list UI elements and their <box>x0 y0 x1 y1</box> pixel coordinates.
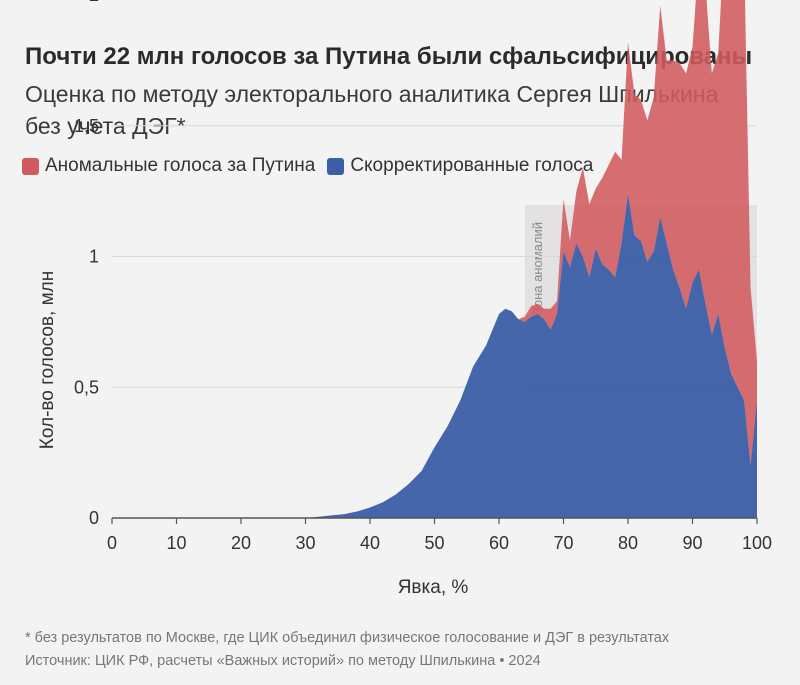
chart-subtitle: Оценка по методу электорального аналитик… <box>25 81 719 139</box>
y-axis-title: Кол-во голосов, млн <box>37 271 58 449</box>
x-tick-label-9: 90 <box>682 533 702 553</box>
legend-swatch-corrected <box>327 157 345 175</box>
x-tick-label-0: 0 <box>107 533 117 553</box>
x-tick-label-6: 60 <box>489 533 509 553</box>
legend-item-anomalous: Аномальные голоса за Путина <box>22 155 315 177</box>
anomaly-zone-label: Зона аномалий <box>530 222 545 315</box>
x-tick-label-10: 100 <box>742 533 772 553</box>
legend-label-corrected: Скорректированные голоса <box>350 155 594 176</box>
x-tick-label-1: 10 <box>166 533 186 553</box>
legend-item-corrected: Скорректированные голоса <box>327 155 593 177</box>
x-tick-label-2: 20 <box>231 533 251 553</box>
x-tick-label-5: 50 <box>424 533 444 553</box>
footnote-source: Источник: ЦИК РФ, расчеты «Важных истори… <box>25 653 541 669</box>
chart-title: Почти 22 млн голосов за Путина были сфал… <box>25 43 753 70</box>
x-tick-label-3: 30 <box>295 533 315 553</box>
legend: Аномальные голоса за Путина Скорректиров… <box>22 155 605 177</box>
legend-swatch-anomalous <box>22 157 39 175</box>
x-tick-label-7: 70 <box>553 533 573 553</box>
footnote-note: * без результатов по Москве, где ЦИК объ… <box>25 630 670 646</box>
x-tick-label-4: 40 <box>360 533 380 553</box>
y-tick-label-1: 0,5 <box>74 377 99 397</box>
y-tick-label-0: 0 <box>89 508 99 528</box>
x-tick-label-8: 80 <box>618 533 638 553</box>
x-axis-title: Явка, % <box>398 577 469 598</box>
series-area-corrected <box>112 193 757 519</box>
series-area-anomalous <box>112 0 757 518</box>
legend-label-anomalous: Аномальные голоса за Путина <box>45 155 316 176</box>
y-tick-label-3: 1,5 <box>74 116 99 136</box>
chart-area: Зона аномалий 0 10 20 30 40 50 60 70 80 90 100 0 0,5… <box>37 0 772 598</box>
y-tick-label-2: 1 <box>89 247 99 267</box>
y-tick-label-4: 2 <box>89 0 99 5</box>
footnote: * без результатов по Москве, где ЦИК объ… <box>25 627 669 673</box>
